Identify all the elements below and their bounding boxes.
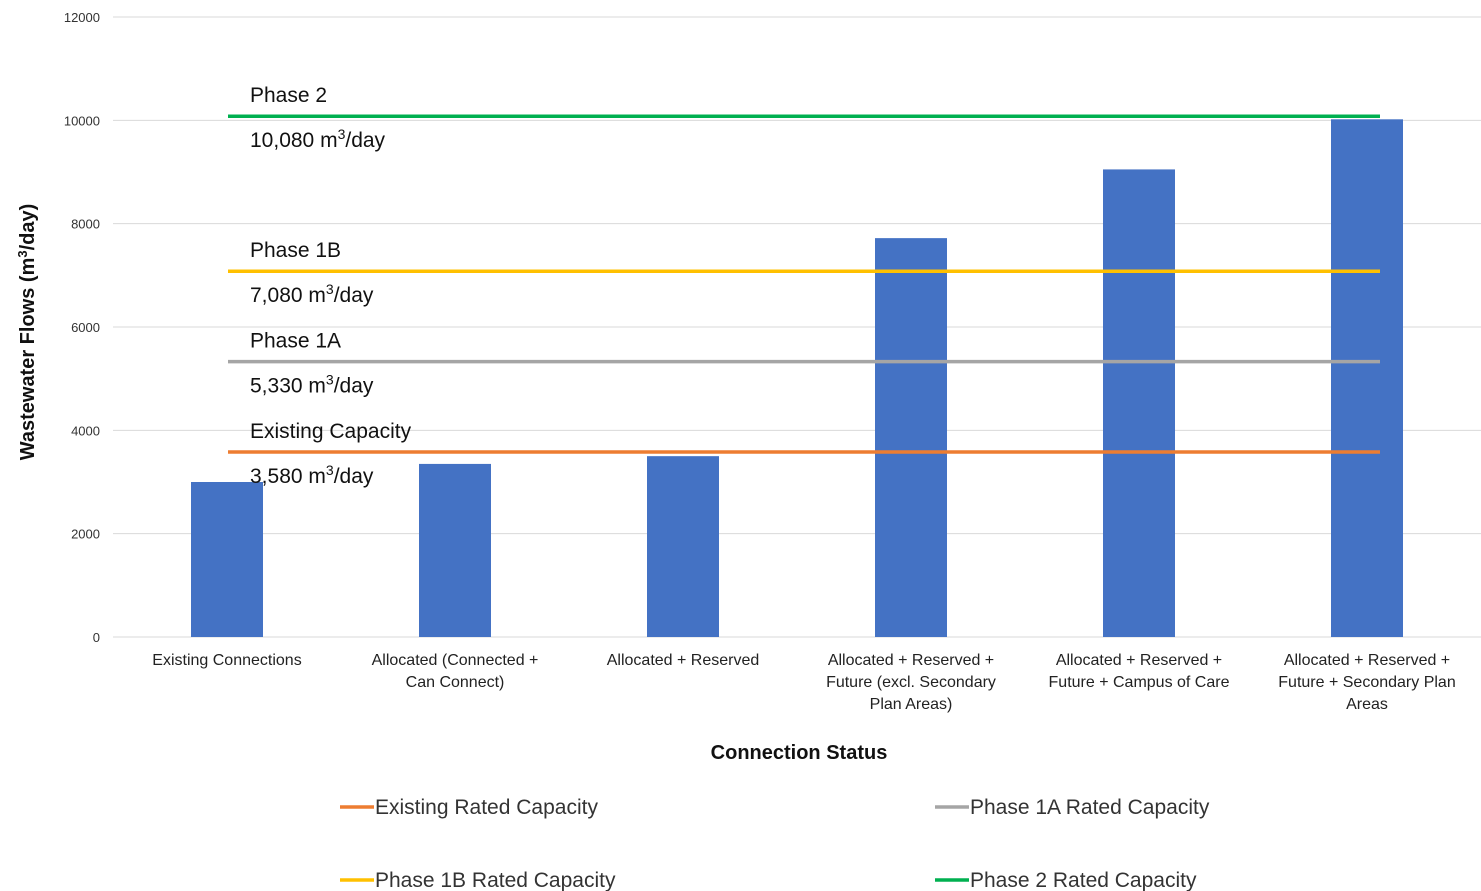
y-tick-label: 2000 [71, 527, 100, 542]
reference-value-number: 10,080 m [250, 129, 338, 152]
reference-line-label: Phase 2 [250, 84, 327, 107]
y-axis-title-main: Wastewater Flows (m [17, 258, 39, 461]
reference-line-value: 5,330 m3/day [250, 372, 374, 398]
x-category-label-line: Allocated + Reserved + [1284, 652, 1450, 669]
x-category-label-line: Future (excl. Secondary [826, 674, 996, 691]
reference-value-number: 3,580 m [250, 465, 326, 488]
y-axis-ticks: 0 2000 4000 6000 8000 10000 12000 [64, 10, 100, 645]
x-axis-title: Connection Status [711, 742, 888, 764]
y-tick-label: 8000 [71, 217, 100, 232]
x-category-label-line: Allocated + Reserved + [828, 652, 994, 669]
bar [647, 456, 719, 637]
y-axis-title-tail: /day) [17, 204, 39, 251]
y-tick-label: 12000 [64, 10, 100, 25]
x-category-label-line: Future + Campus of Care [1049, 674, 1230, 691]
reference-line-value: 3,580 m3/day [250, 462, 374, 488]
x-axis-categories: Existing Connections Allocated (Connected… [152, 652, 1455, 713]
x-category-label-line: Allocated + Reserved [607, 652, 760, 669]
legend-label: Phase 2 Rated Capacity [970, 869, 1197, 891]
x-category-label: Allocated + Reserved + Future + Secondary… [1278, 652, 1455, 713]
x-category-label-line: Can Connect) [406, 674, 505, 691]
x-category-label: Allocated + Reserved + Future (excl. Seco… [826, 652, 996, 713]
bar [191, 482, 263, 637]
legend-label: Existing Rated Capacity [375, 796, 598, 819]
y-axis-title-sup: 3 [15, 250, 30, 257]
reference-value-unit: /day [334, 465, 374, 488]
legend-label: Phase 1B Rated Capacity [375, 869, 616, 891]
reference-line-value: 10,080 m3/day [250, 126, 386, 152]
x-category-label-line: Plan Areas) [870, 696, 953, 713]
y-tick-label: 6000 [71, 320, 100, 335]
bar [1331, 119, 1403, 637]
reference-value-sup: 3 [326, 281, 334, 297]
reference-value-number: 5,330 m [250, 375, 326, 398]
reference-value-unit: /day [334, 284, 374, 307]
legend-label: Phase 1A Rated Capacity [970, 796, 1210, 819]
x-category-label-line: Existing Connections [152, 652, 301, 669]
x-category-label: Allocated + Reserved [607, 652, 760, 669]
bar [875, 238, 947, 637]
x-category-label-line: Future + Secondary Plan [1278, 674, 1455, 691]
y-tick-label: 10000 [64, 113, 100, 128]
gridlines [113, 17, 1481, 637]
x-category-label-line: Allocated (Connected + [372, 652, 539, 669]
reference-value-unit: /day [334, 375, 374, 398]
y-tick-label: 0 [93, 630, 100, 645]
x-category-label: Allocated + Reserved + Future + Campus of… [1049, 652, 1230, 691]
reference-value-unit: /day [345, 129, 385, 152]
x-category-label-line: Areas [1346, 696, 1388, 713]
reference-value-sup: 3 [326, 462, 334, 478]
reference-line-label: Existing Capacity [250, 420, 412, 443]
x-category-label: Existing Connections [152, 652, 301, 669]
legend: Existing Rated Capacity Phase 1A Rated Ca… [340, 796, 1210, 891]
x-category-label-line: Allocated + Reserved + [1056, 652, 1222, 669]
reference-line-label: Phase 1A [250, 330, 341, 353]
x-category-label: Allocated (Connected + Can Connect) [372, 652, 539, 691]
bar [419, 464, 491, 637]
reference-value-number: 7,080 m [250, 284, 326, 307]
bar [1103, 169, 1175, 637]
reference-lines [228, 116, 1380, 452]
reference-line-label: Phase 1B [250, 239, 341, 262]
reference-line-value: 7,080 m3/day [250, 281, 374, 307]
y-tick-label: 4000 [71, 423, 100, 438]
reference-value-sup: 3 [338, 126, 346, 142]
reference-value-sup: 3 [326, 372, 334, 388]
y-axis-title: Wastewater Flows (m3/day) [15, 204, 39, 461]
